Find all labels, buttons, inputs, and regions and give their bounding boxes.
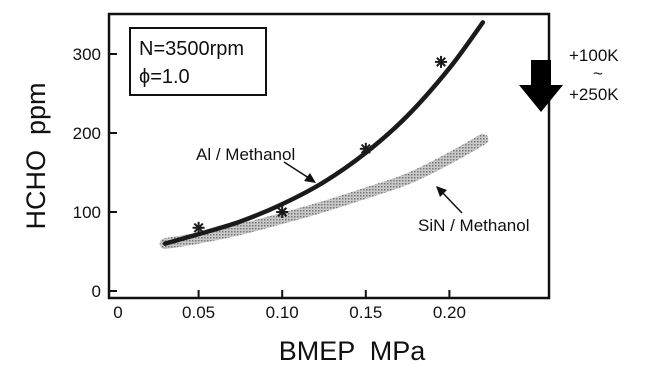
y-axis-ticks: 0 100 200 300	[73, 45, 117, 301]
data-point-asterisk	[435, 55, 448, 68]
data-point-asterisk	[276, 206, 289, 218]
al-label-group: Al / Methanol	[196, 145, 316, 183]
note-top: +100K	[569, 46, 619, 65]
y-tick-label: 100	[73, 203, 101, 222]
x-tick-label: 0	[113, 303, 122, 322]
note-bottom: +250K	[569, 85, 619, 104]
series-line-sin-methanol	[159, 133, 489, 250]
condition-phi: ϕ=1.0	[139, 66, 190, 88]
conditions-box-frame	[129, 27, 267, 96]
condition-speed: N=3500rpm	[139, 38, 244, 60]
x-axis-ticks: 0 0.05 0.10 0.15 0.20	[113, 290, 466, 322]
sin-label-group: SiN / Methanol	[418, 186, 530, 235]
sin-leader-arrowhead	[436, 186, 447, 197]
sin-leader-line	[439, 189, 463, 214]
data-point-asterisk	[192, 221, 205, 234]
plot-frame	[107, 12, 551, 300]
x-axis-title: BMEP MPa	[279, 336, 427, 366]
conditions-box: N=3500rpm ϕ=1.0	[129, 27, 267, 96]
y-axis-title: HCHO ppm	[21, 82, 51, 229]
down-arrow-icon	[519, 60, 563, 112]
x-tick-label: 0.20	[433, 303, 466, 322]
y-tick-label: 0	[92, 282, 101, 301]
y-tick-label: 300	[73, 45, 101, 64]
y-tick-label: 200	[73, 124, 101, 143]
sin-methanol-label: SiN / Methanol	[418, 216, 530, 235]
data-point-asterisk	[359, 142, 372, 155]
x-tick-label: 0.05	[182, 303, 215, 322]
al-leader-arrowhead	[304, 173, 316, 183]
note-tilde: ~	[593, 64, 603, 83]
al-methanol-label: Al / Methanol	[196, 145, 295, 164]
x-tick-label: 0.10	[266, 303, 299, 322]
temperature-note: +100K ~ +250K	[519, 46, 619, 112]
series-line-al-methanol	[162, 20, 486, 246]
x-tick-label: 0.15	[349, 303, 382, 322]
series-layer	[159, 20, 489, 250]
